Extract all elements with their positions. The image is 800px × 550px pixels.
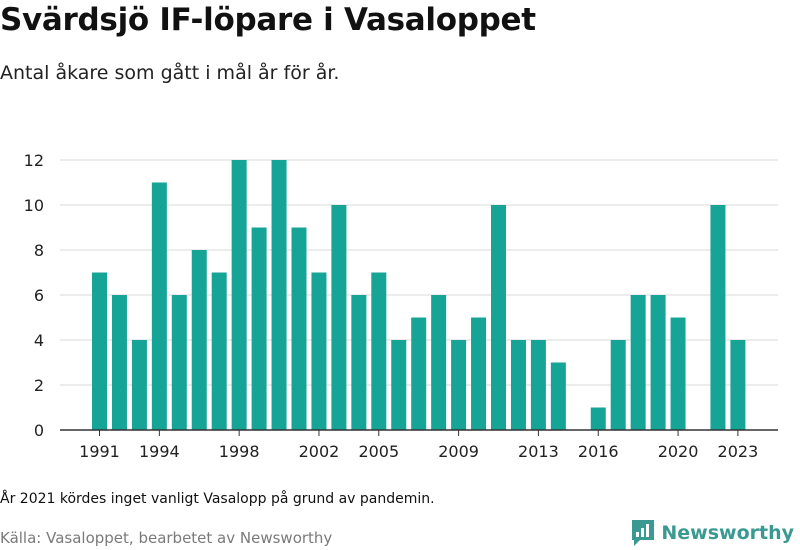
bar-2012 [510, 340, 526, 430]
x-tick-label: 2020 [658, 442, 699, 461]
bar-2014 [550, 362, 566, 430]
x-tick-label: 2002 [299, 442, 340, 461]
y-tick-label: 8 [34, 241, 44, 260]
newsworthy-logo[interactable]: Newsworthy [631, 519, 794, 547]
bar-2002 [311, 272, 327, 430]
bar-2006 [391, 340, 407, 430]
bar-2004 [351, 295, 367, 430]
footnote: År 2021 kördes inget vanligt Vasalopp på… [0, 491, 435, 507]
bar-2023 [730, 340, 746, 430]
chart-subtitle: Antal åkare som gått i mål år för år. [0, 62, 340, 84]
bar-2011 [491, 205, 506, 430]
bar-2018 [630, 295, 646, 430]
y-tick-label: 6 [34, 286, 44, 305]
x-tick-label: 1991 [79, 442, 120, 461]
y-axis-ticks: 0 2 4 6 8 10 12 [24, 151, 44, 440]
bar-2001 [291, 227, 307, 430]
bars [92, 160, 746, 430]
y-tick-label: 10 [24, 196, 44, 215]
brand-name: Newsworthy [661, 522, 794, 544]
x-axis-ticks: 1991 1994 1998 2002 2005 2009 2013 2016 2020 2023 [60, 429, 778, 461]
bar-1997 [211, 272, 227, 430]
bar-2007 [411, 317, 427, 430]
x-tick-label: 1994 [139, 442, 180, 461]
x-tick-label: 2016 [578, 442, 619, 461]
chart-title: Svärdsjö IF-löpare i Vasaloppet [0, 2, 536, 38]
bar-1992 [111, 295, 127, 430]
bar-1993 [131, 340, 147, 430]
bar-2017 [610, 340, 626, 430]
bar-1996 [191, 250, 207, 430]
bar-2005 [371, 272, 387, 430]
bar-1998 [231, 160, 247, 430]
source-text: Källa: Vasaloppet, bearbetet av Newswort… [0, 529, 333, 547]
bar-2003 [331, 205, 347, 430]
y-tick-label: 0 [34, 421, 44, 440]
bar-2016 [590, 407, 606, 430]
bar-2008 [431, 295, 447, 430]
bar-1991 [92, 272, 107, 430]
bar-2020 [670, 317, 686, 430]
x-tick-label: 2013 [518, 442, 559, 461]
bar-2010 [471, 317, 487, 430]
bar-2013 [530, 340, 546, 430]
bar-2000 [271, 160, 287, 430]
x-tick-label: 2009 [438, 442, 479, 461]
y-tick-label: 2 [34, 376, 44, 395]
bar-chart: 0 2 4 6 8 10 12 1991 1994 1998 2002 2005 2009 2013 20… [24, 151, 778, 461]
bar-1999 [251, 227, 267, 430]
bar-1995 [171, 295, 187, 430]
x-tick-label: 1998 [219, 442, 260, 461]
bar-2019 [650, 295, 666, 430]
x-tick-label: 2005 [358, 442, 399, 461]
bar-2009 [451, 340, 467, 430]
newsworthy-logo-icon [632, 520, 655, 546]
bar-2022 [710, 205, 726, 430]
y-tick-label: 12 [24, 151, 44, 170]
bar-1994 [151, 182, 167, 430]
y-tick-label: 4 [34, 331, 44, 350]
x-tick-label: 2023 [718, 442, 759, 461]
